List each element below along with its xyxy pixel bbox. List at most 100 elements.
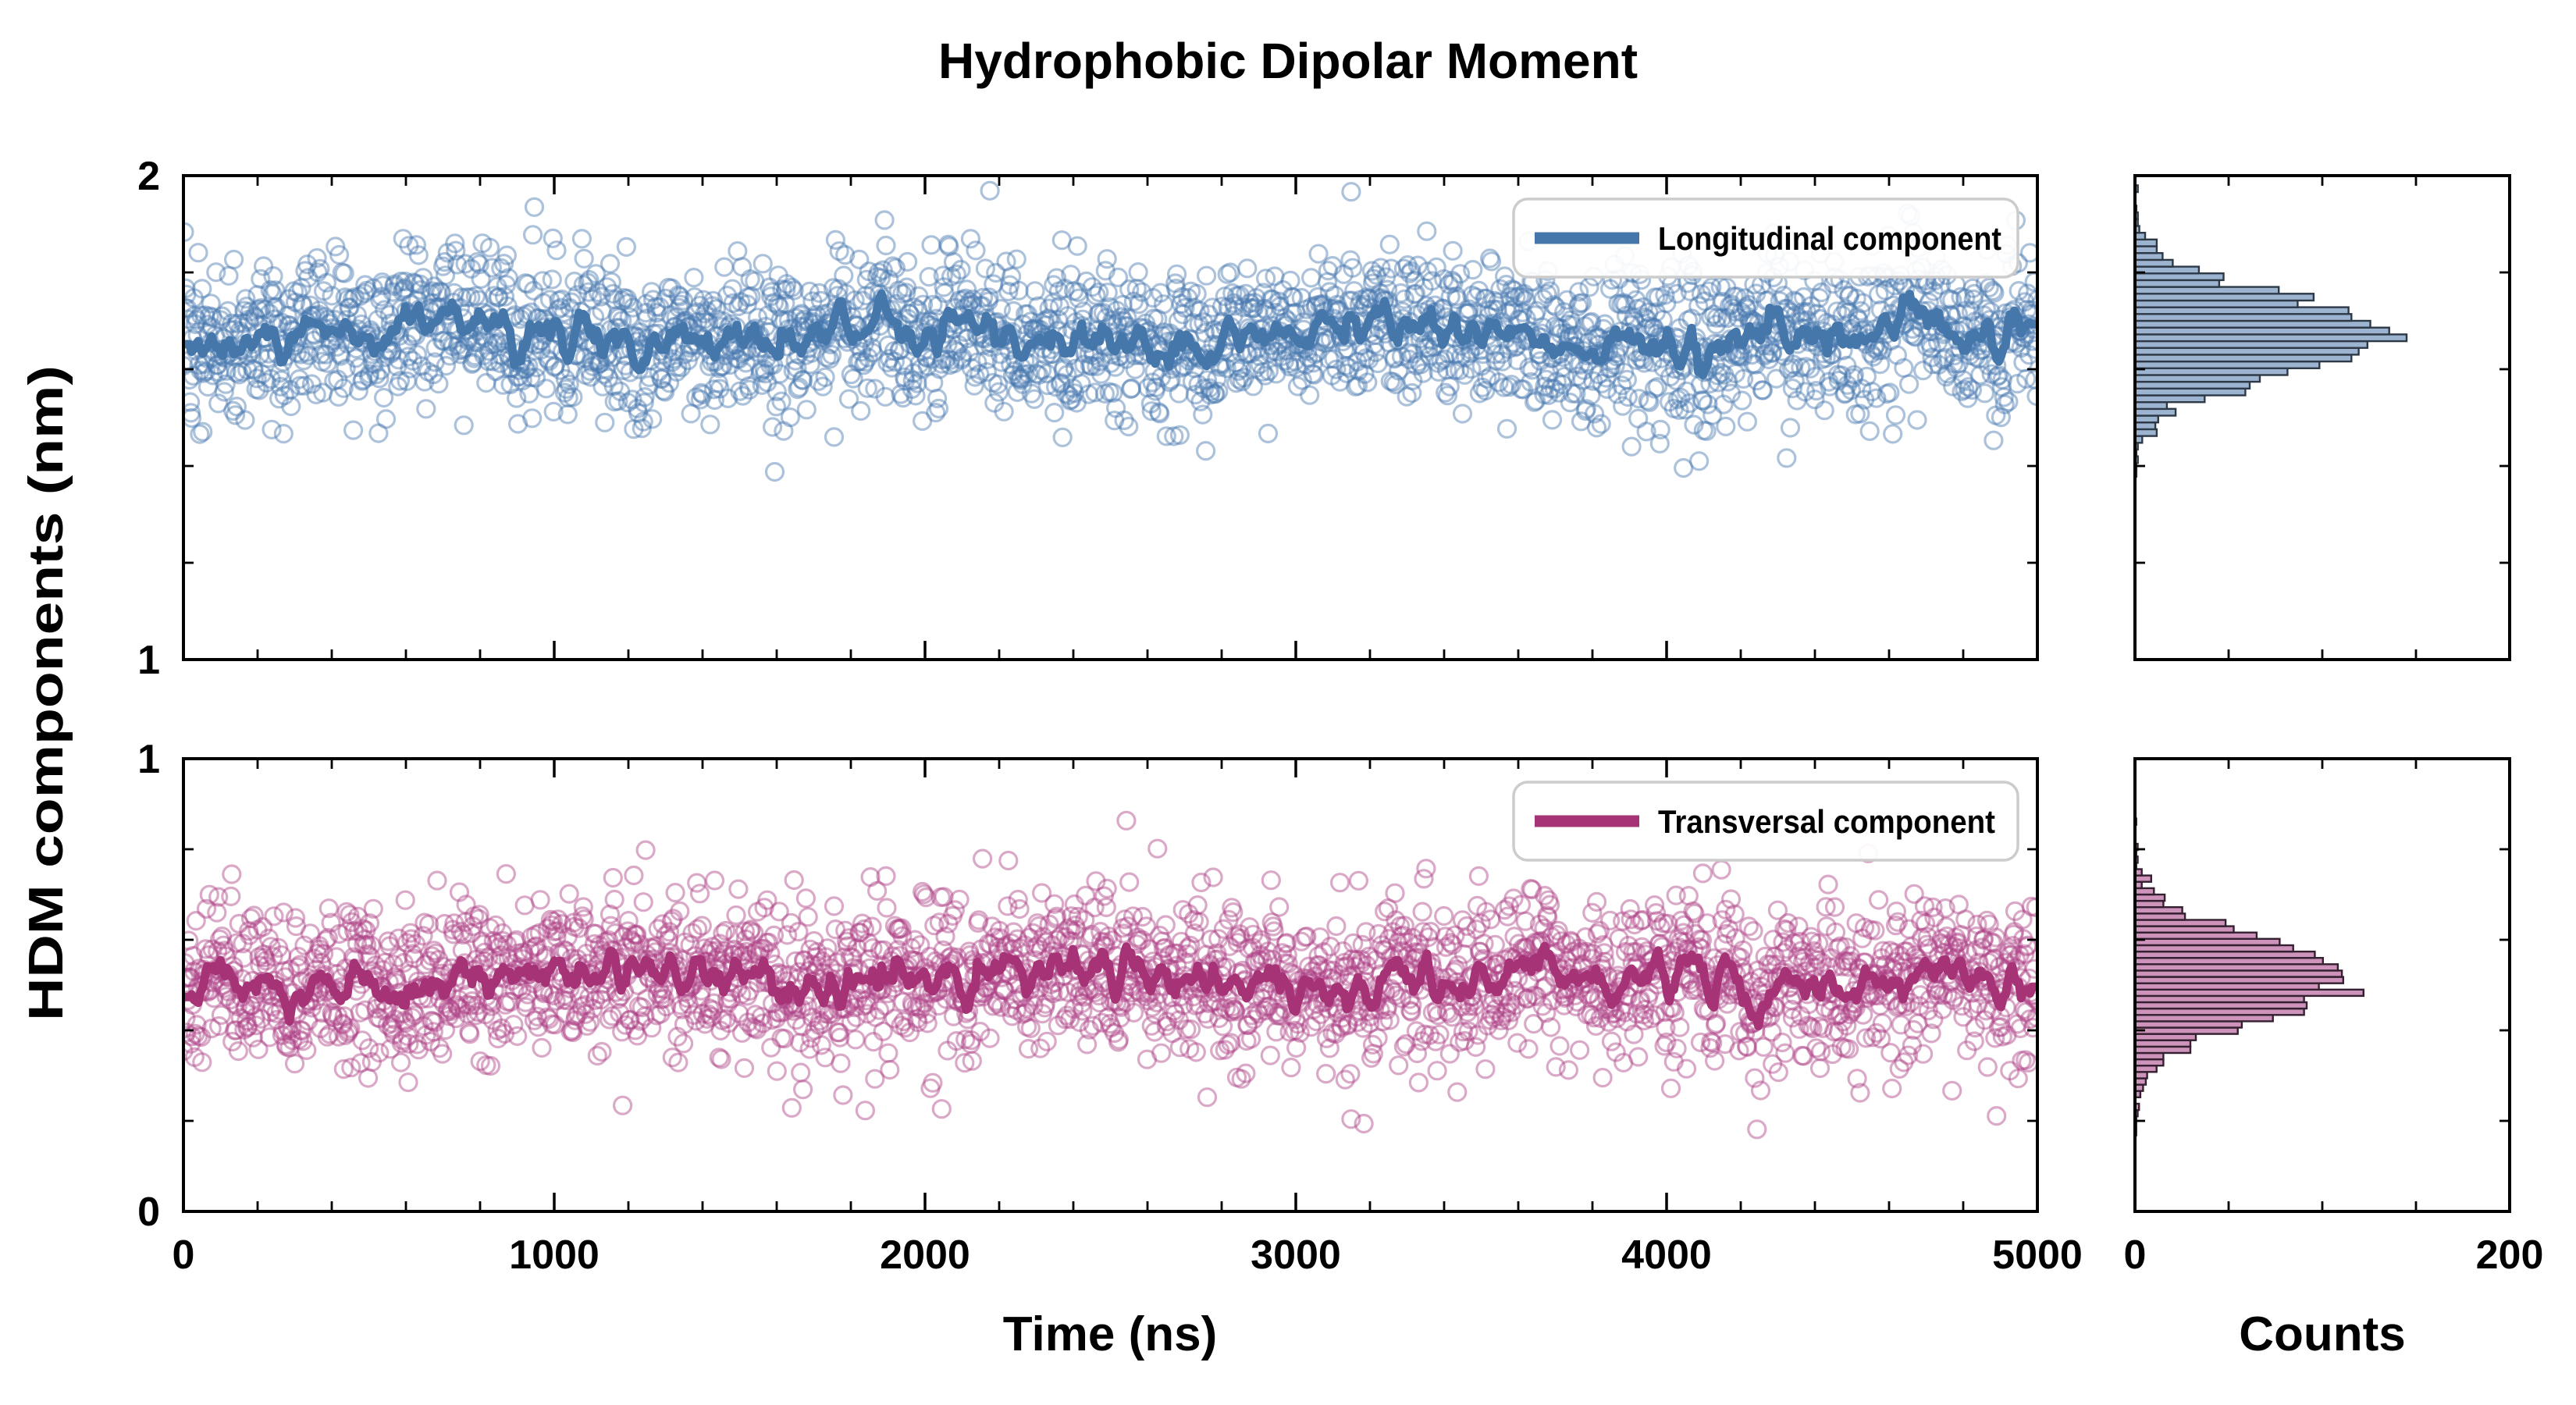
scatter-point <box>307 247 327 269</box>
scatter-point <box>1698 394 1718 414</box>
scatter-point <box>1557 314 1578 334</box>
scatter-point <box>1638 302 1659 322</box>
scatter-point <box>1195 440 1216 461</box>
scatter-point <box>975 258 996 279</box>
scatter-point <box>418 361 439 382</box>
scatter-point <box>821 345 842 365</box>
scatter-point <box>1951 286 1971 307</box>
scatter-point <box>1962 379 1982 400</box>
scatter-point <box>815 367 835 387</box>
scatter-point <box>1151 367 1172 387</box>
scatter-point <box>290 344 311 365</box>
scatter-point <box>1024 389 1044 409</box>
scatter-point <box>612 290 633 311</box>
scatter-point <box>1270 296 1290 317</box>
scatter-point <box>1197 1087 1218 1108</box>
scatter-point <box>225 319 245 340</box>
scatter-point <box>226 397 247 417</box>
scatter-point <box>1385 347 1405 368</box>
scatter-point <box>1721 294 1742 315</box>
scatter-point <box>895 370 916 391</box>
scatter-point <box>1237 258 1258 279</box>
scatter-point <box>1735 297 1756 318</box>
scatter-point <box>348 381 368 401</box>
scatter-point <box>1566 383 1586 404</box>
scatter-point <box>1014 365 1034 385</box>
scatter-point <box>810 290 831 311</box>
scatter-point <box>1025 281 1045 301</box>
histogram-bar <box>2135 313 2353 322</box>
scatter-point <box>1785 305 1806 325</box>
scatter-point <box>858 347 878 368</box>
scatter-point <box>189 354 209 375</box>
scatter-point <box>1582 902 1603 923</box>
scatter-point <box>697 301 717 322</box>
scatter-point <box>601 272 622 292</box>
scatter-point <box>430 281 450 301</box>
scatter-point <box>776 279 796 300</box>
scatter-point <box>1087 356 1107 376</box>
scatter-point <box>1939 289 1959 309</box>
scatter-point <box>943 252 964 272</box>
scatter-point <box>1723 298 1743 318</box>
scatter-point <box>1554 302 1574 322</box>
scatter-point <box>775 293 795 314</box>
scatter-point <box>581 367 601 387</box>
scatter-point <box>704 389 725 411</box>
scatter-point <box>1336 356 1356 376</box>
scatter-point <box>1759 349 1779 370</box>
scatter-point <box>1928 332 1948 352</box>
scatter-point <box>1851 301 1871 321</box>
histogram-bar <box>2135 272 2225 282</box>
scatter-point <box>1579 277 1599 297</box>
scatter-point <box>825 229 846 250</box>
scatter-point <box>543 228 563 248</box>
scatter-point <box>357 280 377 301</box>
scatter-point <box>479 341 500 361</box>
scatter-point <box>1629 389 1649 409</box>
scatter-point <box>1064 383 1085 404</box>
scatter-point <box>353 370 373 390</box>
scatter-point <box>903 363 923 383</box>
scatter-point <box>1863 347 1884 367</box>
scatter-point <box>921 235 941 255</box>
scatter-point <box>1534 384 1554 404</box>
scatter-point <box>1447 289 1468 310</box>
scatter-point <box>411 280 431 301</box>
scatter-point <box>1485 350 1506 371</box>
scatter-point <box>1684 414 1704 435</box>
scatter-point <box>1011 368 1031 389</box>
scatter-point <box>1546 297 1566 317</box>
scatter-point <box>209 362 229 382</box>
scatter-point <box>1772 1032 1792 1053</box>
scatter-point <box>1782 379 1802 399</box>
scatter-point <box>1500 286 1520 307</box>
scatter-point <box>711 356 731 376</box>
scatter-point <box>1272 279 1293 301</box>
scatter-point <box>876 235 896 256</box>
scatter-point <box>978 291 998 311</box>
scatter-point <box>667 357 688 377</box>
scatter-point <box>1114 410 1134 431</box>
scatter-point <box>792 304 812 324</box>
scatter-point <box>781 277 802 297</box>
scatter-point <box>1379 234 1400 254</box>
scatter-point <box>199 306 219 326</box>
scatter-point <box>1308 286 1328 308</box>
scatter-point <box>710 379 730 399</box>
scatter-point <box>627 398 648 418</box>
scatter-point <box>1434 905 1454 927</box>
scatter-point <box>1272 346 1293 366</box>
scatter-point <box>834 265 854 286</box>
scatter-point <box>423 365 443 385</box>
scatter-point <box>893 388 913 408</box>
scatter-point <box>368 310 388 330</box>
scatter-point <box>1361 261 1382 281</box>
scatter-point <box>1766 368 1787 389</box>
scatter-point <box>521 368 541 388</box>
scatter-point <box>1224 293 1244 313</box>
scatter-point <box>1026 364 1047 384</box>
scatter-point <box>294 375 315 396</box>
scatter-point <box>439 331 459 351</box>
scatter-point <box>1398 343 1418 363</box>
